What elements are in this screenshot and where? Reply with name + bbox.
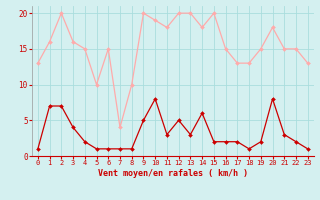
X-axis label: Vent moyen/en rafales ( km/h ): Vent moyen/en rafales ( km/h ) [98, 169, 248, 178]
